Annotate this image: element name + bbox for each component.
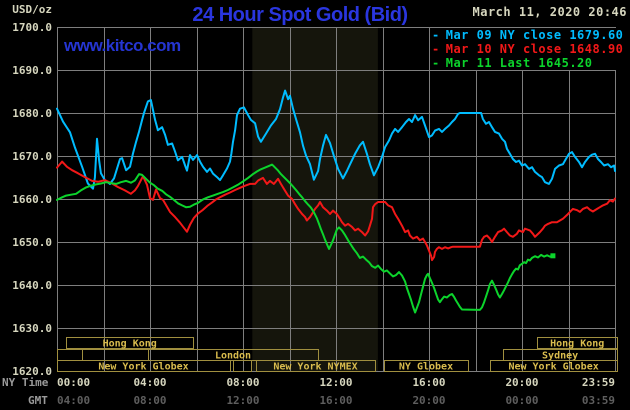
x-axis-ny-tick-label: 00:00 xyxy=(57,376,90,389)
x-axis-ny-tick-label: 12:00 xyxy=(319,376,352,389)
session-box xyxy=(384,360,469,372)
session-label: Hong Kong xyxy=(103,339,157,350)
y-axis-tick-label: 1650.0 xyxy=(12,236,52,249)
legend-dash-icon: - xyxy=(432,28,440,42)
y-axis-tick-label: 1630.0 xyxy=(12,322,52,335)
x-axis-gmt-tick-label: 08:00 xyxy=(133,394,166,407)
ny-time-axis-label: NY Time xyxy=(2,376,49,389)
y-axis-tick-label: 1620.0 xyxy=(12,365,52,378)
x-axis-ny-tick-label: 20:00 xyxy=(505,376,538,389)
kitco-watermark-link[interactable]: www.kitco.com xyxy=(64,36,181,55)
x-axis-ny-tick-label: 23:59 xyxy=(582,376,615,389)
session-box xyxy=(256,360,376,372)
x-axis-ny-tick-label: 08:00 xyxy=(226,376,259,389)
x-axis-gmt-tick-label: 20:00 xyxy=(412,394,445,407)
legend-label: Mar 10 NY close 1648.90 xyxy=(445,42,624,56)
legend-item-mar09: - Mar 09 NY close 1679.60 xyxy=(432,28,628,42)
session-box xyxy=(57,360,231,372)
gmt-axis-label: GMT xyxy=(28,394,48,407)
chart-datetime: March 11, 2020 20:46 xyxy=(472,5,627,19)
session-label: Sydney xyxy=(542,351,578,362)
last-price-marker xyxy=(550,253,556,259)
y-axis-tick-label: 1640.0 xyxy=(12,279,52,292)
x-axis-gmt-tick-label: 00:00 xyxy=(505,394,538,407)
y-axis-tick-label: 1670.0 xyxy=(12,150,52,163)
y-axis-tick-label: 1680.0 xyxy=(12,107,52,120)
series-line-mar10 xyxy=(56,160,616,262)
session-box xyxy=(233,360,252,372)
session-label: New York NYMEX xyxy=(273,362,357,373)
legend-item-mar10: - Mar 10 NY close 1648.90 xyxy=(432,42,628,56)
series-line-mar11 xyxy=(56,163,554,314)
session-box xyxy=(66,337,194,349)
x-axis-ny-tick-label: 16:00 xyxy=(412,376,445,389)
y-axis-tick-label: 1660.0 xyxy=(12,193,52,206)
session-box xyxy=(82,349,149,361)
session-label: New York Globex xyxy=(508,362,598,373)
y-axis-tick-label: 1690.0 xyxy=(12,64,52,77)
legend-label: Mar 11 Last 1645.20 xyxy=(445,56,593,70)
x-axis-gmt-tick-label: 04:00 xyxy=(57,394,90,407)
unit-label: USD/oz xyxy=(12,3,52,16)
x-axis-ny-tick-label: 04:00 xyxy=(133,376,166,389)
legend-dash-icon: - xyxy=(432,42,440,56)
session-label: Hong Kong xyxy=(550,339,604,350)
legend: - Mar 09 NY close 1679.60 - Mar 10 NY cl… xyxy=(432,28,628,70)
session-box xyxy=(57,349,83,361)
session-label: New York Globex xyxy=(98,362,188,373)
session-box xyxy=(537,337,618,349)
x-axis-gmt-tick-label: 12:00 xyxy=(226,394,259,407)
y-axis-tick-label: 1700.0 xyxy=(12,21,52,34)
x-axis-gmt-tick-label: 03:59 xyxy=(582,394,615,407)
legend-label: Mar 09 NY close 1679.60 xyxy=(445,28,624,42)
legend-dash-icon: - xyxy=(432,56,440,70)
session-label: London xyxy=(215,351,251,362)
session-label: NY Globex xyxy=(399,362,453,373)
chart-title: 24 Hour Spot Gold (Bid) xyxy=(192,4,408,26)
series-line-mar09 xyxy=(56,89,616,190)
session-box xyxy=(490,360,618,372)
x-axis-gmt-tick-label: 16:00 xyxy=(319,394,352,407)
legend-item-mar11: - Mar 11 Last 1645.20 xyxy=(432,56,628,70)
